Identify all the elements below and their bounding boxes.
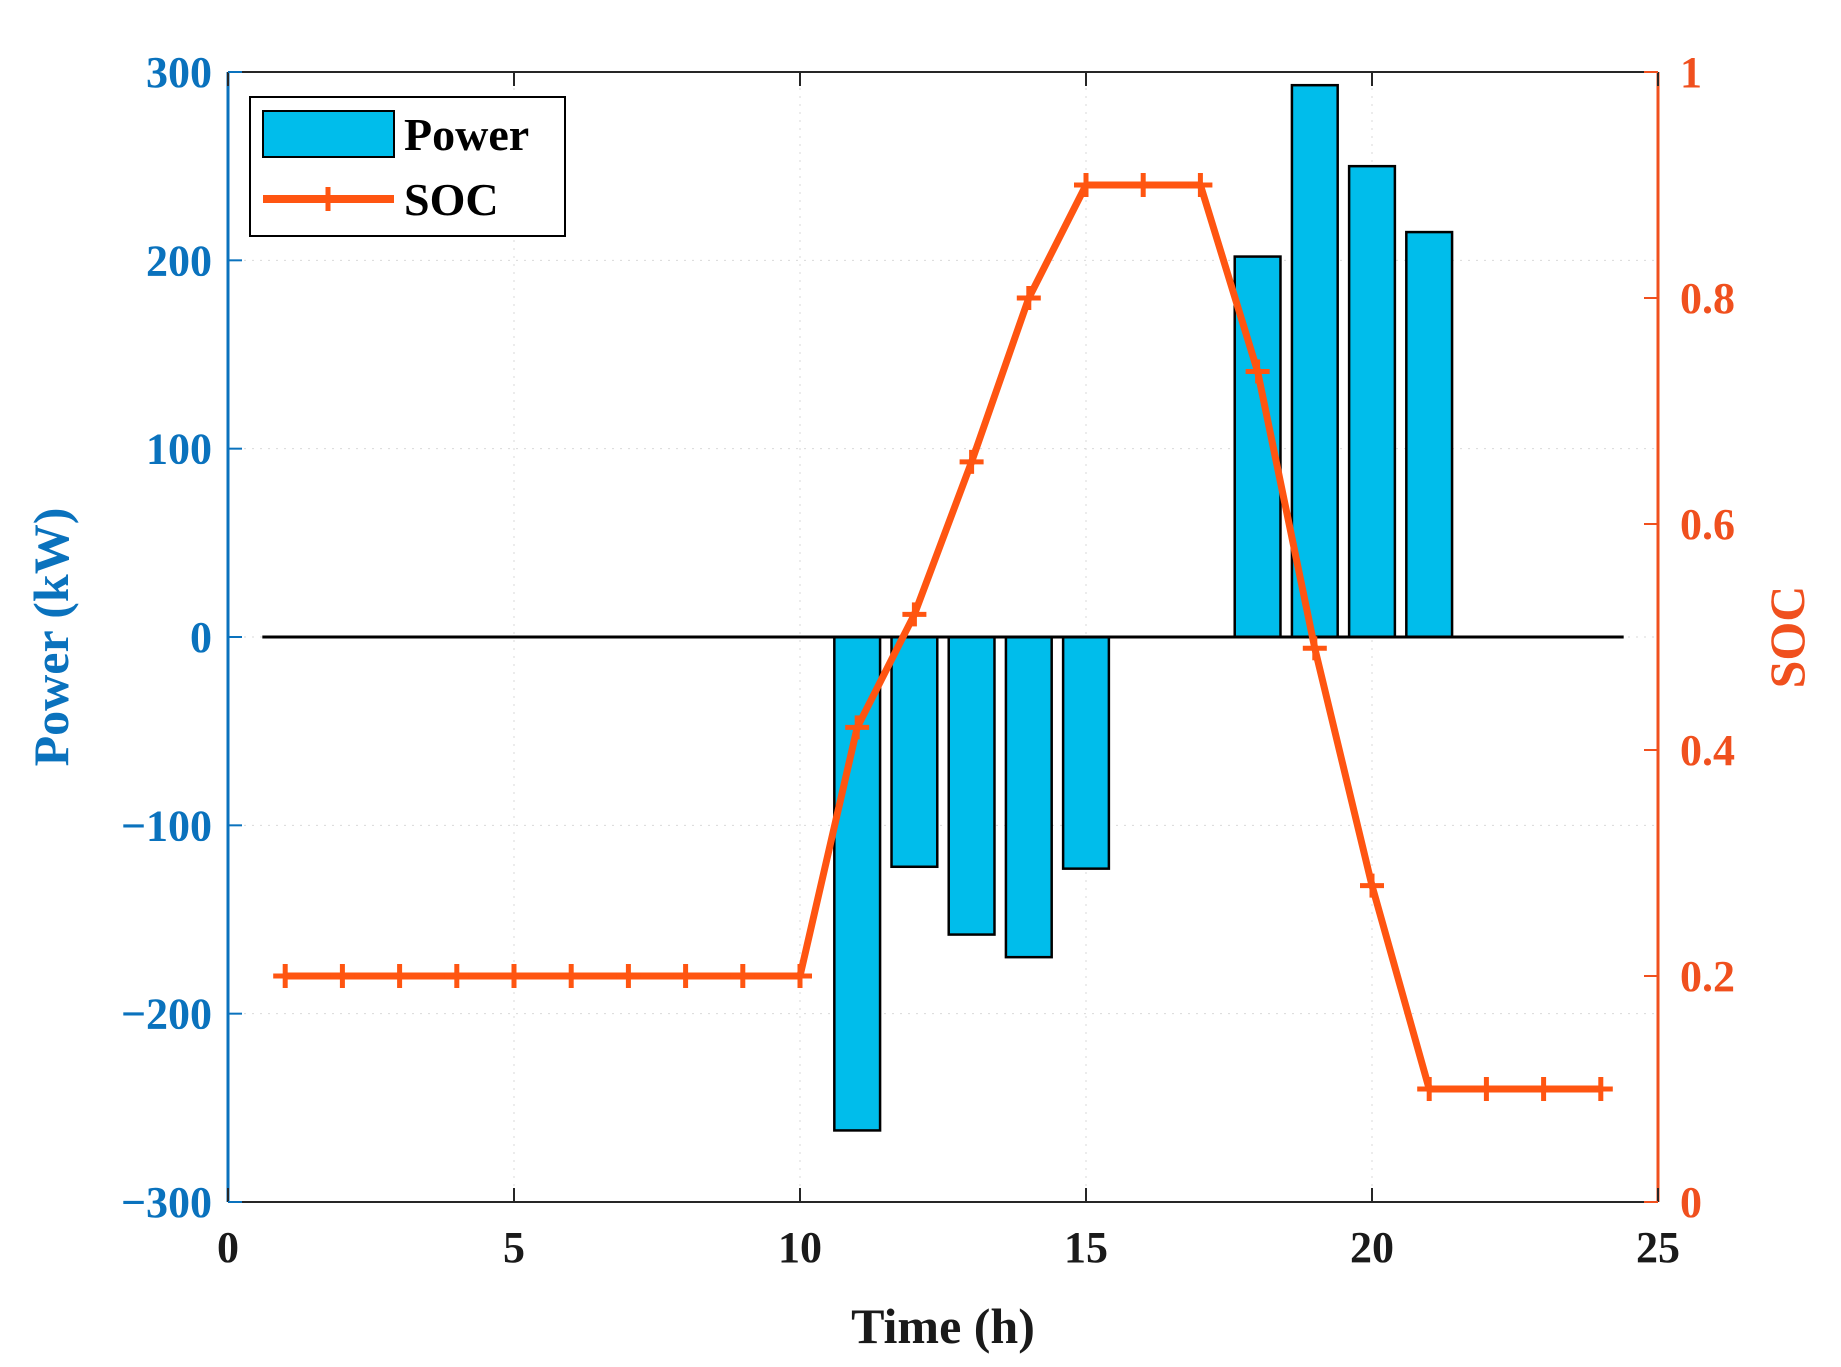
y-left-tick-label: −100 [121, 801, 212, 850]
x-tick-label: 0 [217, 1223, 239, 1272]
power-bar [1405, 230, 1454, 639]
power-bar [890, 635, 939, 869]
soc-line [273, 173, 1613, 1101]
soc-point [559, 964, 584, 988]
y-right-tick-label: 0.4 [1680, 726, 1735, 775]
x-tick-label: 10 [778, 1223, 822, 1272]
soc-point [502, 964, 526, 988]
y-left-tick-label: 100 [146, 425, 212, 474]
soc-point [788, 964, 812, 988]
power-bar [1290, 83, 1339, 639]
soc-point [902, 602, 927, 627]
soc-point [1074, 173, 1098, 197]
ticks: 0 5 10 15 20 25 −300 −200 −100 0 100 200 300 0 0.2 0.4 0… [121, 48, 1735, 1272]
x-tick-label: 25 [1636, 1223, 1680, 1272]
soc-point [1131, 173, 1156, 197]
y-axis-left-title: Power (kW) [23, 508, 79, 767]
soc-point [1588, 1077, 1613, 1101]
power-bar [1004, 635, 1053, 959]
soc-point [1188, 173, 1213, 197]
power-bar [1061, 635, 1111, 870]
y-left-tick-label: 300 [146, 48, 212, 97]
y-axis-right-title: SOC [1759, 586, 1815, 689]
soc-point [1016, 286, 1041, 310]
soc-point [616, 964, 641, 988]
y-right-tick-label: 1 [1680, 48, 1702, 97]
y-right-tick-label: 0.6 [1680, 500, 1735, 549]
soc-point [1417, 1077, 1442, 1101]
soc-point [387, 964, 412, 988]
x-tick-label: 15 [1064, 1223, 1108, 1272]
y-left-tick-label: 200 [146, 236, 212, 285]
soc-point [673, 964, 698, 988]
y-right-tick-label: 0.8 [1680, 274, 1735, 323]
soc-point [330, 964, 355, 988]
soc-point [730, 964, 755, 988]
legend-soc-marker [316, 187, 340, 211]
y-left-tick-label: −300 [121, 1178, 212, 1227]
power-bar [833, 635, 882, 1132]
soc-point [1360, 873, 1384, 898]
legend: Power SOC [249, 96, 566, 237]
soc-point [959, 449, 984, 474]
soc-point [1245, 359, 1270, 384]
y-right-tick-label: 0 [1680, 1178, 1702, 1227]
soc-point [273, 964, 298, 988]
soc-point [845, 715, 870, 740]
soc-point [1474, 1077, 1499, 1101]
y-left-tick-label: −200 [121, 990, 212, 1039]
power-bars [833, 83, 1454, 1132]
legend-power-swatch [262, 110, 395, 158]
legend-soc-label: SOC [404, 174, 499, 225]
soc-point [1531, 1077, 1556, 1101]
power-bar [1347, 164, 1397, 639]
x-tick-label: 20 [1350, 1223, 1394, 1272]
power-bar [947, 635, 996, 936]
x-axis-title: Time (h) [851, 1298, 1035, 1354]
y-left-tick-label: 0 [190, 613, 212, 662]
soc-point [444, 964, 469, 988]
legend-power-label: Power [404, 109, 529, 160]
x-tick-label: 5 [503, 1223, 525, 1272]
y-right-tick-label: 0.2 [1680, 952, 1735, 1001]
soc-point [1302, 636, 1327, 661]
